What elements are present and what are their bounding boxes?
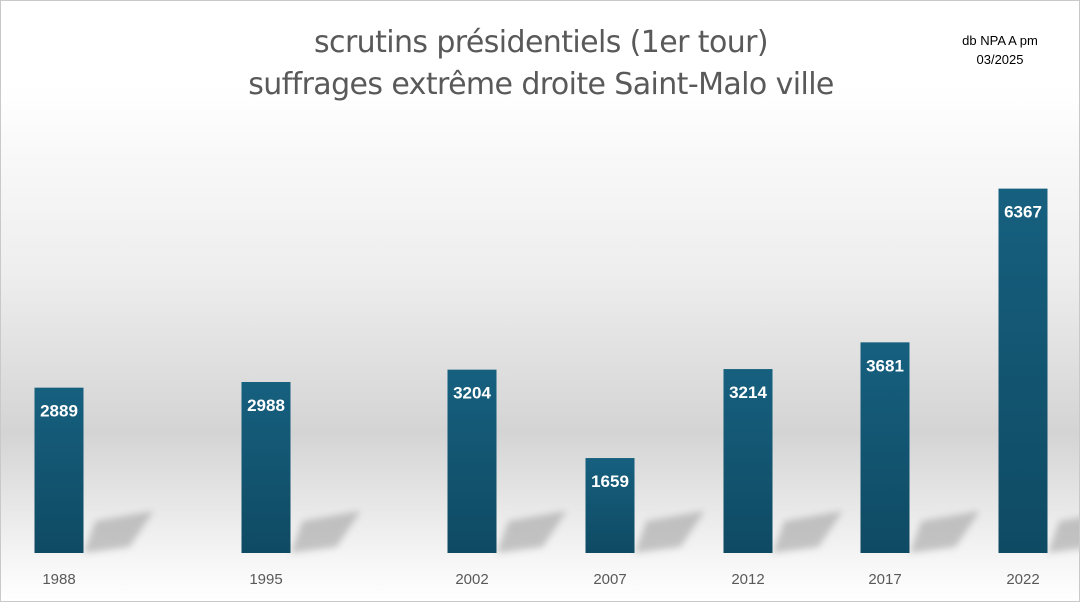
bar-2002 xyxy=(447,369,497,553)
bar-2012 xyxy=(723,369,773,553)
x-tick-label: 1995 xyxy=(249,571,282,588)
data-label: 3214 xyxy=(729,383,767,402)
bar-2022 xyxy=(998,188,1048,554)
x-tick-label: 2022 xyxy=(1006,571,1039,588)
bar-shadow xyxy=(634,511,705,553)
bar-1988 xyxy=(34,387,84,553)
bar-shadow xyxy=(496,511,567,553)
x-tick-label: 2012 xyxy=(731,571,764,588)
bar-shadow xyxy=(909,511,980,553)
chart-title-line1: scrutins présidentiels (1er tour) xyxy=(314,25,769,60)
data-label: 3681 xyxy=(866,356,904,375)
data-label: 2889 xyxy=(40,402,78,421)
bar-shadow xyxy=(290,511,361,553)
bar-shadow xyxy=(83,511,154,553)
author-note-line1: db NPA A pm xyxy=(962,33,1038,48)
bar-2017 xyxy=(860,342,910,553)
x-tick-label: 2002 xyxy=(455,571,488,588)
bar-2007 xyxy=(585,458,635,553)
x-tick-label: 2007 xyxy=(593,571,626,588)
author-note: db NPA A pm 03/2025 xyxy=(941,31,1059,69)
data-label: 3204 xyxy=(453,384,491,403)
bar-1995 xyxy=(241,382,291,553)
data-label: 2988 xyxy=(247,396,285,415)
x-tick-label: 1988 xyxy=(42,571,75,588)
chart-title-line2: suffrages extrême droite Saint-Malo vill… xyxy=(248,67,834,102)
data-label: 1659 xyxy=(591,472,629,491)
bar-shadow xyxy=(772,511,843,553)
data-label: 6367 xyxy=(1004,203,1042,222)
author-note-date: 03/2025 xyxy=(976,52,1024,67)
x-tick-label: 2017 xyxy=(868,571,901,588)
bar-shadow xyxy=(1047,517,1079,553)
